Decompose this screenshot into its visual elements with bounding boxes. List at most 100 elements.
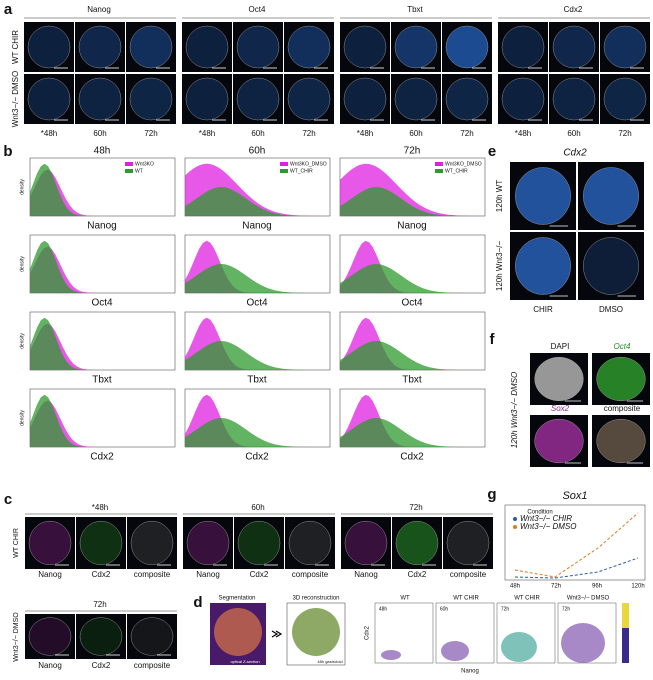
micrograph: [182, 22, 232, 72]
organoid: [596, 356, 646, 402]
axis-label: Cdx2: [245, 452, 269, 463]
plot-title: WT CHIR: [514, 596, 540, 602]
organoid: [534, 418, 584, 464]
x-tick-label: 72h: [551, 584, 561, 590]
density-cloud: [561, 623, 605, 663]
time-label: *48h: [92, 503, 108, 512]
plot-time: 72h: [501, 606, 510, 612]
colorbar-top: [622, 603, 629, 628]
axis-label: Tbxt: [402, 375, 422, 386]
legend-marker: [513, 517, 517, 521]
legend-label: Wnt3−/− DMSO: [520, 522, 576, 531]
density-cloud: [441, 641, 469, 661]
organoid: [78, 77, 122, 121]
image-title: 3D reconstruction: [292, 596, 339, 602]
legend-swatch: [435, 162, 443, 166]
panel-letter: e: [488, 143, 496, 160]
micrograph: [549, 22, 599, 72]
channel-label: composite: [134, 570, 171, 579]
panel-letter: c: [4, 491, 12, 508]
micrograph: [340, 74, 390, 124]
channel-label: Sox2: [551, 404, 570, 413]
panel-letter: b: [3, 143, 12, 160]
micrograph: [75, 22, 125, 72]
micrograph: [578, 232, 644, 300]
organoid: [446, 520, 490, 566]
channel-label: Nanog: [38, 570, 62, 579]
arrow: [271, 630, 283, 638]
row-label: 120h Wnt3−/− DMSO: [510, 372, 519, 448]
time-label: 60h: [409, 129, 422, 138]
channel-label: Oct4: [614, 342, 631, 351]
micrograph: [549, 74, 599, 124]
organoid: [236, 77, 280, 121]
organoid: [501, 77, 545, 121]
legend-swatch: [125, 162, 133, 166]
legend-label: Wnt3KO: [135, 161, 154, 167]
axis-label: Oct4: [401, 298, 423, 309]
organoid: [603, 77, 647, 121]
organoid: [534, 356, 584, 402]
channel-label: composite: [604, 404, 641, 413]
organoid: [27, 77, 71, 121]
row-label: Wnt3−/− DMSO: [13, 612, 20, 662]
channel-label: Cdx2: [408, 570, 427, 579]
organoid: [28, 520, 72, 566]
channel-label: composite: [134, 661, 171, 670]
legend-label: Wnt3KO_DMSO: [445, 161, 482, 167]
micrograph: [340, 22, 390, 72]
plot-time: 48h: [379, 606, 388, 612]
micrograph: [127, 614, 177, 659]
channel-label: composite: [292, 570, 329, 579]
channel-label: Cdx2: [250, 570, 269, 579]
micrograph: [600, 74, 650, 124]
histogram: [30, 400, 175, 447]
organoid: [78, 25, 122, 69]
plot-title: Wnt3−/− DMSO: [567, 596, 610, 602]
channel-label: DAPI: [551, 342, 570, 351]
axis-label: Nanog: [242, 221, 271, 232]
organoid: [287, 25, 331, 69]
micrograph: [24, 74, 74, 124]
channel-label: Cdx2: [92, 661, 111, 670]
micrograph: [233, 22, 283, 72]
micrograph: [233, 74, 283, 124]
organoid: [394, 77, 438, 121]
micrograph: [25, 614, 75, 659]
organoid: [552, 25, 596, 69]
organoid: [596, 418, 646, 464]
x-tick-label: 120h: [631, 584, 644, 590]
histogram: [340, 264, 485, 293]
legend-label: Wnt3−/− CHIR: [520, 514, 572, 523]
organoid: [129, 77, 173, 121]
row-label: WT CHIR: [11, 30, 20, 64]
histogram: [340, 341, 485, 370]
organoid: [237, 520, 281, 566]
channel-label: Cdx2: [92, 570, 111, 579]
channel-label: Nanog: [196, 570, 220, 579]
legend-title: Condition: [527, 510, 552, 516]
axis-label: Cdx2: [400, 452, 424, 463]
histogram: [340, 418, 485, 447]
micrograph: [126, 74, 176, 124]
organoid: [287, 77, 331, 121]
axis-label: density: [19, 256, 25, 272]
time-label: *48h: [41, 129, 57, 138]
micrograph: [284, 74, 334, 124]
channel-label: Nanog: [38, 661, 62, 670]
x-tick-label: 48h: [510, 584, 520, 590]
panel-letter: d: [193, 594, 202, 611]
reconstruction-blob: [292, 608, 340, 656]
column-title: 48h: [94, 146, 111, 157]
plot-title: WT CHIR: [453, 596, 479, 602]
organoid: [343, 25, 387, 69]
organoid: [185, 25, 229, 69]
axis-label: Cdx2: [90, 452, 114, 463]
histogram: [185, 341, 330, 370]
panel-letter: a: [4, 1, 13, 18]
histogram: [185, 264, 330, 293]
time-label: 72h: [93, 600, 106, 609]
time-label: 72h: [618, 129, 631, 138]
time-label: 60h: [93, 129, 106, 138]
